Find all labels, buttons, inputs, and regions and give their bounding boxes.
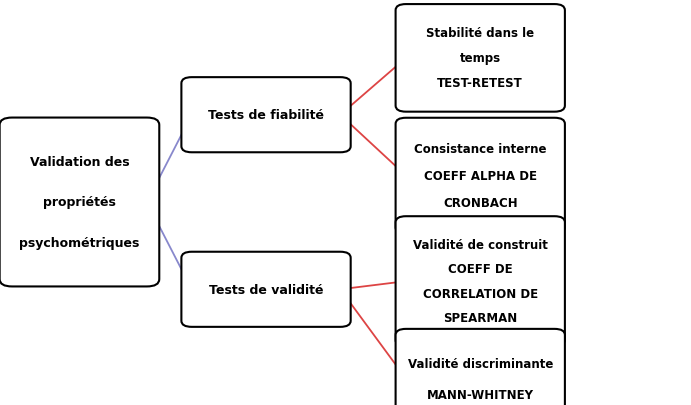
FancyBboxPatch shape [0,118,159,287]
Text: Consistance interne: Consistance interne [414,143,547,156]
Text: Tests de validité: Tests de validité [209,283,323,296]
Text: TEST-RETEST: TEST-RETEST [437,77,523,90]
FancyBboxPatch shape [181,252,351,327]
Text: propriétés: propriétés [43,196,116,209]
FancyBboxPatch shape [181,78,351,153]
Text: CRONBACH: CRONBACH [443,197,518,210]
Text: Stabilité dans le: Stabilité dans le [426,27,534,40]
Text: Validité de construit: Validité de construit [413,238,548,251]
FancyBboxPatch shape [395,5,565,112]
Text: temps: temps [460,52,501,65]
FancyBboxPatch shape [395,118,565,234]
Text: MANN-WHITNEY: MANN-WHITNEY [427,388,533,401]
Text: psychométriques: psychométriques [19,237,140,249]
FancyBboxPatch shape [395,217,565,346]
Text: Validation des: Validation des [30,156,129,168]
Text: SPEARMAN: SPEARMAN [443,312,518,325]
Text: Tests de fiabilité: Tests de fiabilité [208,109,324,122]
Text: COEFF DE: COEFF DE [448,263,513,276]
Text: COEFF ALPHA DE: COEFF ALPHA DE [424,170,537,183]
FancyBboxPatch shape [395,329,565,405]
Text: Validité discriminante: Validité discriminante [408,357,553,370]
Text: CORRELATION DE: CORRELATION DE [423,287,538,300]
